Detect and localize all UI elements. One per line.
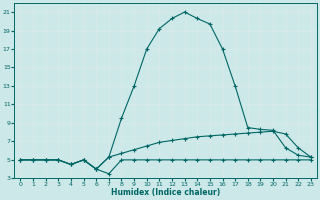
X-axis label: Humidex (Indice chaleur): Humidex (Indice chaleur) <box>111 188 220 197</box>
